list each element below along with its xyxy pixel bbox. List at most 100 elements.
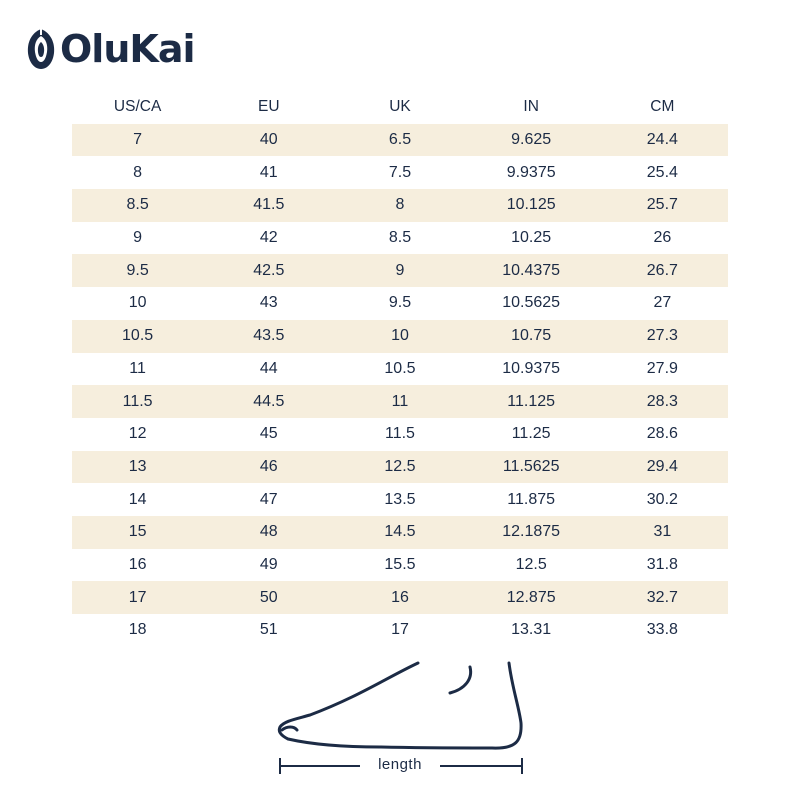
cell-in: 9.625 <box>511 131 552 149</box>
brand-name: OluKai <box>60 27 195 71</box>
cell-eu: 43.5 <box>253 327 285 345</box>
cell-eu: 49 <box>259 555 278 573</box>
column-header-cm: CM <box>650 98 675 116</box>
cell-us-ca: 7 <box>133 131 143 149</box>
cell-in: 12.5 <box>515 555 547 573</box>
cell-cm: 30.2 <box>646 490 678 508</box>
cell-uk: 9 <box>395 261 405 279</box>
cell-eu: 44 <box>259 359 278 377</box>
cell-eu: 41.5 <box>253 196 285 214</box>
cell-in: 10.5625 <box>502 294 561 312</box>
cell-eu: 48 <box>259 523 278 541</box>
cell-in: 12.875 <box>506 588 556 606</box>
cell-in: 12.1875 <box>502 523 561 541</box>
cell-cm: 27.9 <box>646 359 678 377</box>
cell-uk: 9.5 <box>388 294 412 312</box>
cell-eu: 51 <box>259 621 278 639</box>
table-row: 10.5 43.5 10 10.75 27.3 <box>72 319 728 353</box>
table-row: 14 47 13.5 11.875 30.2 <box>72 483 728 516</box>
cell-uk: 11 <box>391 392 409 410</box>
table-row: 11 44 10.5 10.9375 27.9 <box>72 353 728 386</box>
cell-cm: 27 <box>653 294 672 312</box>
table-header-row: US/CA EU UK IN CM <box>72 91 728 124</box>
cell-cm: 26 <box>653 229 672 247</box>
cell-eu: 46 <box>259 457 278 475</box>
cell-us-ca: 10 <box>128 294 147 312</box>
cell-uk: 15.5 <box>384 555 416 573</box>
cell-uk: 12.5 <box>384 457 416 475</box>
cell-us-ca: 8.5 <box>126 196 149 214</box>
table-row: 7 40 6.5 9.625 24.4 <box>72 123 728 157</box>
cell-us-ca: 12 <box>128 425 147 443</box>
cell-cm: 32.7 <box>646 588 678 606</box>
cell-in: 10.125 <box>506 196 556 214</box>
cell-in: 9.9375 <box>506 163 556 181</box>
olukai-logo-icon <box>27 29 55 69</box>
cell-uk: 17 <box>391 621 409 639</box>
cell-in: 11.5625 <box>502 457 560 475</box>
cell-us-ca: 10.5 <box>122 327 154 345</box>
cell-in: 13.31 <box>511 621 552 639</box>
table-row: 8 41 7.5 9.9375 25.4 <box>72 156 728 189</box>
cell-uk: 13.5 <box>384 490 416 508</box>
cell-eu: 42.5 <box>253 261 285 279</box>
cell-uk: 6.5 <box>388 131 412 149</box>
length-label: length <box>360 756 440 773</box>
cell-cm: 27.3 <box>646 327 678 345</box>
cell-uk: 8 <box>395 196 405 214</box>
column-header-in: IN <box>523 98 539 116</box>
cell-uk: 16 <box>391 588 409 606</box>
cell-in: 10.9375 <box>502 359 561 377</box>
cell-us-ca: 8 <box>133 163 143 181</box>
table-row: 12 45 11.5 11.25 28.6 <box>72 418 728 451</box>
cell-cm: 25.4 <box>646 163 678 181</box>
cell-eu: 41 <box>259 163 278 181</box>
size-conversion-table: US/CA EU UK IN CM 7 40 6.5 9.625 24.4 8 41 7.5 9… <box>72 91 728 647</box>
cell-us-ca: 9 <box>133 229 143 247</box>
cell-us-ca: 11.5 <box>122 392 153 410</box>
cell-eu: 50 <box>259 588 278 606</box>
cell-in: 10.25 <box>511 229 552 247</box>
column-header-eu: EU <box>258 98 280 116</box>
cell-cm: 33.8 <box>646 621 678 639</box>
table-row: 13 46 12.5 11.5625 29.4 <box>72 450 728 484</box>
cell-cm: 24.4 <box>646 131 678 149</box>
cell-us-ca: 18 <box>128 621 147 639</box>
cell-in: 11.875 <box>507 490 556 508</box>
cell-eu: 43 <box>259 294 278 312</box>
cell-eu: 40 <box>259 131 278 149</box>
table-row: 18 51 17 13.31 33.8 <box>72 614 728 647</box>
cell-in: 11.125 <box>507 392 556 410</box>
cell-eu: 44.5 <box>253 392 285 410</box>
cell-us-ca: 13 <box>128 457 147 475</box>
cell-us-ca: 15 <box>128 523 147 541</box>
cell-eu: 47 <box>259 490 278 508</box>
cell-us-ca: 11 <box>129 359 146 377</box>
foot-toe-detail <box>280 725 299 732</box>
table-row: 17 50 16 12.875 32.7 <box>72 581 728 614</box>
cell-in: 10.75 <box>511 327 552 345</box>
table-row: 11.5 44.5 11 11.125 28.3 <box>72 385 728 418</box>
cell-cm: 28.3 <box>646 392 678 410</box>
cell-in: 11.25 <box>511 425 551 443</box>
ankle-bone-curve <box>448 665 473 695</box>
foot-outline-icon <box>277 661 523 750</box>
cell-us-ca: 9.5 <box>126 261 149 279</box>
table-row: 9.5 42.5 9 10.4375 26.7 <box>72 254 728 288</box>
column-header-us-ca: US/CA <box>113 98 162 116</box>
column-header-uk: UK <box>389 98 411 116</box>
cell-us-ca: 14 <box>128 490 147 508</box>
cell-uk: 8.5 <box>388 229 412 247</box>
cell-cm: 31.8 <box>646 555 678 573</box>
cell-uk: 10 <box>391 327 409 345</box>
cell-us-ca: 17 <box>128 588 147 606</box>
cell-us-ca: 16 <box>128 555 147 573</box>
brand-logo: OluKai <box>26 26 195 72</box>
cell-cm: 28.6 <box>646 425 678 443</box>
table-row: 9 42 8.5 10.25 26 <box>72 222 728 255</box>
cell-uk: 10.5 <box>384 359 416 377</box>
cell-in: 10.4375 <box>502 261 561 279</box>
table-row: 16 49 15.5 12.5 31.8 <box>72 549 728 582</box>
table-row: 15 48 14.5 12.1875 31 <box>72 515 728 549</box>
cell-cm: 31 <box>653 523 672 541</box>
